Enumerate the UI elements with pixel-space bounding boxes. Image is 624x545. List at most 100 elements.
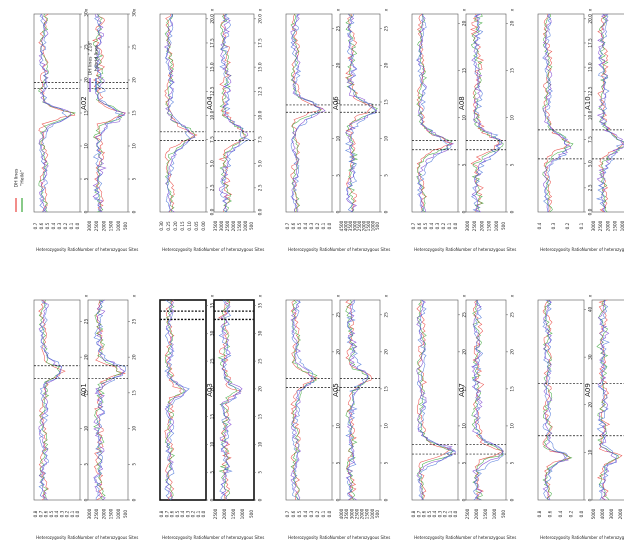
- position-tick-label: 15: [132, 390, 138, 396]
- position-axis-unit: x: [337, 294, 342, 297]
- series-line-blue: [165, 13, 191, 213]
- position-tick-label: 20.0: [258, 14, 264, 24]
- panel-frame: [591, 299, 624, 501]
- position-axis-unit: x: [259, 8, 264, 11]
- value-tick-label: 0.5: [423, 222, 428, 229]
- position-tick-label: 10.0: [210, 110, 216, 120]
- chart-a05: 0.7 0.6 0.5 0.4 0.3 0.2 0.1 0.0 Heterozygosity R…: [285, 294, 390, 540]
- value-tick-label: 3000: [349, 508, 354, 519]
- legend: DH lines "Heilé" DH lines " Z18" hybrid lin…: [14, 41, 100, 212]
- position-tick-label: 40: [588, 307, 594, 313]
- value-tick-label: 0.30: [159, 221, 164, 231]
- position-tick-label: 20.0: [210, 14, 216, 24]
- axis-label: Number of heterozygous Sites: [78, 247, 139, 252]
- value-tick-label: 0.00: [201, 221, 206, 231]
- series-line-red: [164, 299, 183, 501]
- series-line-green: [416, 300, 454, 501]
- axis-label: Number of heterozygous Sites: [78, 535, 139, 540]
- chart-a04: 0.30 0.25 0.20 0.15 0.10 0.05 0.00 Heterozygosi…: [159, 8, 264, 252]
- series-line-red: [345, 299, 372, 501]
- value-tick-label: 0.05: [194, 221, 199, 231]
- position-tick-label: 0: [384, 210, 390, 213]
- value-tick-label: 3000: [219, 220, 224, 231]
- position-axis-unit: x: [511, 294, 516, 297]
- series-line-purple: [597, 299, 617, 501]
- value-tick-label: 0.6: [170, 510, 175, 517]
- position-tick-label: 0: [510, 498, 516, 501]
- value-tick-label: 0.4: [429, 222, 434, 229]
- value-tick-label: 0.4: [303, 222, 308, 229]
- series-line-blue: [542, 13, 568, 213]
- value-tick-label: 4000: [600, 508, 605, 519]
- value-tick-label: 3000: [87, 220, 92, 231]
- series-line-blue: [596, 13, 624, 213]
- series-line-red: [469, 13, 501, 213]
- position-tick-label: 10: [84, 426, 90, 432]
- position-tick-label: 15: [384, 99, 390, 105]
- series-line-blue: [416, 13, 452, 213]
- position-tick-label: 10: [510, 423, 516, 429]
- value-tick-label: 0.4: [180, 510, 185, 517]
- panel-frame: [159, 299, 207, 501]
- value-tick-label: 0.2: [315, 510, 320, 517]
- chart-a02: 0.7 0.6 0.5 0.4 0.3 0.2 0.1 0.0 Heterozygosity R…: [33, 8, 138, 252]
- position-tick-label: 5.0: [588, 160, 594, 167]
- series-line-purple: [219, 299, 243, 501]
- position-tick-label: 20: [462, 20, 468, 26]
- value-tick-label: 4500: [339, 220, 344, 231]
- axis-label: Number of heterozygous Sites: [456, 535, 517, 540]
- value-tick-label: 2500: [213, 508, 218, 519]
- panel-frame: [339, 13, 381, 213]
- value-tick-label: 0.6: [548, 510, 553, 517]
- panel-ratio: 0.8 0.7 0.6 0.5 0.4 0.3 0.2 0.1 0.0 Heterozygosit…: [33, 294, 90, 540]
- position-tick-label: 0: [588, 498, 594, 501]
- value-tick-label: 1500: [109, 220, 114, 231]
- value-tick-label: 0.3: [57, 222, 62, 229]
- axis-label: Number of heterozygous Sites: [456, 247, 517, 252]
- series-line-blue: [290, 13, 321, 213]
- position-tick-label: 25: [132, 318, 138, 324]
- position-tick-label: 25: [384, 312, 390, 318]
- value-tick-label: 0.5: [49, 510, 54, 517]
- series-line-green: [470, 13, 504, 213]
- panel-frame: [411, 13, 459, 213]
- value-tick-label: 0.8: [537, 510, 542, 517]
- value-tick-label: 0.0: [453, 222, 458, 229]
- panel-ratio: 0.4 0.3 0.2 0.1 Heterozygosity Ratio 0.0 2.5 5.…: [537, 8, 594, 252]
- series-line-red: [38, 13, 76, 213]
- value-tick-label: 0.2: [565, 222, 570, 229]
- series-line-green: [164, 13, 195, 213]
- axis-label: Heterozygosity Ratio: [162, 247, 204, 252]
- value-tick-label: 0.3: [551, 222, 556, 229]
- position-tick-label: 10: [462, 423, 468, 429]
- position-tick-label: 5: [462, 461, 468, 464]
- position-tick-label: 15: [384, 386, 390, 392]
- position-tick-label: 20: [510, 349, 516, 355]
- position-axis-unit: x: [463, 8, 468, 11]
- value-tick-label: 0.5: [427, 510, 432, 517]
- value-tick-label: 0.7: [285, 510, 290, 517]
- chart-title: A10: [584, 96, 592, 110]
- value-tick-label: 2000: [474, 508, 479, 519]
- chart-a06: 0.7 0.6 0.5 0.4 0.3 0.2 0.1 0.0 Heterozygosity R…: [285, 8, 390, 252]
- value-tick-label: 0.8: [159, 510, 164, 517]
- value-tick-label: 0.6: [44, 510, 49, 517]
- value-tick-label: 0.2: [443, 510, 448, 517]
- value-tick-label: 3000: [609, 508, 614, 519]
- chart-title: A01: [80, 383, 88, 397]
- value-tick-label: 0.0: [327, 510, 332, 517]
- position-tick-label: 15: [462, 68, 468, 74]
- axis-label: Heterozygosity Ratio: [288, 247, 330, 252]
- legend-label: "Heilé": [19, 170, 26, 186]
- position-tick-label: 20: [210, 386, 216, 392]
- value-tick-label: 0.6: [39, 222, 44, 229]
- position-tick-label: 5: [84, 463, 90, 466]
- value-tick-label: 0.1: [447, 222, 452, 229]
- value-tick-label: 500: [375, 222, 380, 230]
- value-tick-label: 2000: [101, 220, 106, 231]
- axis-label: Heterozygosity Ratio: [36, 535, 78, 540]
- series-line-red: [542, 13, 570, 213]
